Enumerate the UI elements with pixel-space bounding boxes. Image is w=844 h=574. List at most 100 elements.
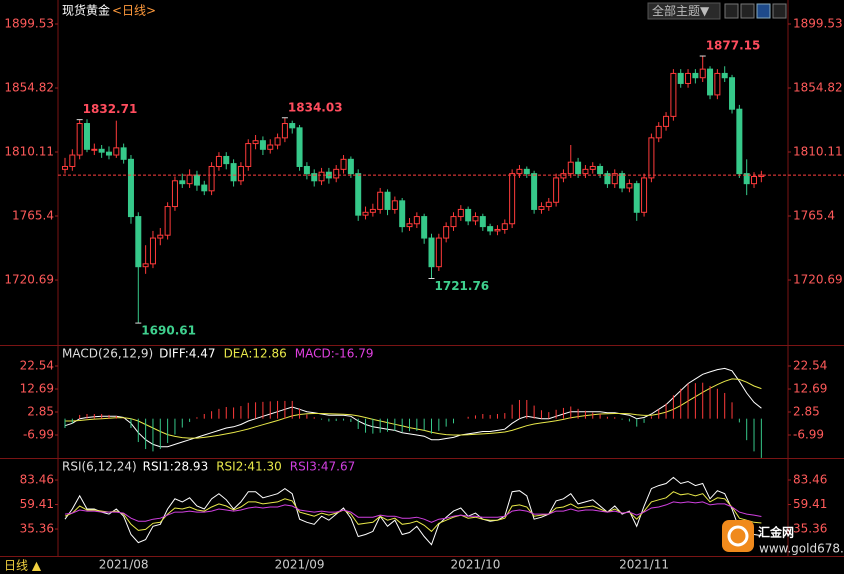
- y-tick-label-right: 1899.53: [793, 16, 843, 30]
- candle-body: [333, 168, 340, 179]
- candle-body: [296, 127, 303, 167]
- y-tick-label: 1720.69: [4, 273, 54, 287]
- y-tick-label-right: 1765.4: [793, 209, 835, 223]
- candle-body: [91, 148, 98, 151]
- y-tick-label: 1854.82: [4, 80, 54, 94]
- low-label: 1721.76: [435, 279, 490, 293]
- candle-body: [142, 263, 149, 268]
- indicator-title: RSI(6,12,24): [62, 460, 137, 474]
- candle-body: [289, 123, 296, 129]
- candle-body: [751, 176, 758, 185]
- y-tick-label-right: -6.99: [793, 428, 824, 442]
- candle-body: [729, 77, 736, 110]
- candle-body: [245, 143, 252, 167]
- candle-body: [758, 174, 765, 177]
- y-tick-label: -6.99: [23, 428, 54, 442]
- candle-body: [626, 183, 633, 189]
- candle-body: [259, 140, 266, 150]
- period-tab[interactable]: 日线 ▲: [4, 559, 42, 573]
- candle-body: [714, 72, 721, 96]
- candle-body: [450, 216, 457, 228]
- candle-body: [149, 237, 156, 265]
- y-tick-label-right: 83.46: [793, 473, 827, 487]
- candle-body: [186, 174, 193, 185]
- candle-body: [553, 177, 560, 203]
- legend-entry: MACD:-16.79: [295, 347, 374, 361]
- candle-body: [340, 158, 347, 170]
- candle-body: [685, 72, 692, 84]
- candle-body: [318, 171, 325, 182]
- candle-body: [494, 228, 501, 232]
- x-tick-label: 2021/11: [619, 558, 669, 572]
- chart-title: 现货黄金: [62, 3, 110, 18]
- candle-body: [677, 72, 684, 84]
- candle-body: [76, 123, 83, 156]
- y-tick-label-right: 1810.11: [793, 145, 843, 159]
- candle-body: [435, 237, 442, 268]
- candle-body: [201, 184, 208, 192]
- candle-body: [531, 173, 538, 210]
- candle-body: [274, 137, 281, 146]
- brand: 汇金网: [758, 525, 794, 540]
- candle-body: [545, 201, 552, 208]
- high-label: 1834.03: [288, 100, 343, 114]
- logo: [722, 520, 754, 552]
- candle-body: [743, 173, 750, 185]
- candle-body: [230, 163, 237, 182]
- candle-body: [465, 208, 472, 222]
- y-tick-label-right: 59.41: [793, 497, 827, 511]
- indicator-line: [64, 491, 762, 533]
- candle-body: [135, 216, 142, 268]
- indicator-line: [65, 378, 762, 439]
- tool-icon[interactable]: [756, 3, 771, 19]
- candle-body: [127, 158, 134, 218]
- y-tick-label-right: 1720.69: [793, 273, 843, 287]
- candle-body: [457, 208, 464, 218]
- candle-body: [663, 115, 670, 127]
- theme-button-label[interactable]: 全部主题▼: [652, 3, 710, 18]
- candle-body: [384, 191, 391, 210]
- candle-body: [501, 223, 508, 230]
- candle-body: [648, 137, 655, 179]
- candle-body: [692, 72, 699, 79]
- candle-body: [560, 173, 567, 179]
- legend-entry: RSI3:47.67: [290, 460, 356, 474]
- candle-body: [83, 123, 90, 150]
- candle-body: [252, 140, 259, 145]
- candle-body: [597, 165, 604, 175]
- candle-body: [633, 183, 640, 213]
- candle-body: [567, 161, 574, 175]
- y-tick-label: 1765.4: [12, 209, 54, 223]
- candle-body: [223, 155, 230, 165]
- low-label: 1690.61: [141, 324, 196, 338]
- candle-body: [670, 72, 677, 117]
- y-tick-label-right: 2.85: [793, 405, 820, 419]
- theme-button[interactable]: [647, 2, 721, 20]
- indicator-line: [64, 476, 762, 546]
- legend-entry: RSI1:28.93: [143, 460, 209, 474]
- candle-body: [362, 211, 369, 216]
- candle-body: [611, 173, 618, 185]
- candle-body: [281, 123, 288, 139]
- candle-body: [303, 165, 310, 175]
- y-tick-label: 22.54: [20, 358, 54, 372]
- candle-body: [391, 200, 398, 210]
- candle-body: [707, 68, 714, 96]
- candle-body: [267, 144, 274, 150]
- tool-icon[interactable]: [724, 3, 739, 19]
- tool-icon[interactable]: [772, 3, 787, 19]
- y-tick-label: 83.46: [20, 473, 54, 487]
- candle-body: [523, 168, 530, 175]
- candle-body: [193, 174, 200, 186]
- y-tick-label: 35.36: [20, 522, 54, 536]
- candle-body: [406, 223, 413, 228]
- candle-body: [721, 72, 728, 79]
- y-tick-label-right: 12.69: [793, 382, 827, 396]
- tool-icon[interactable]: [740, 3, 755, 19]
- candle-body: [62, 165, 68, 170]
- candle-body: [69, 154, 76, 167]
- legend-entry: DIFF:4.47: [159, 347, 215, 361]
- candle-body: [428, 237, 435, 268]
- candle-body: [347, 158, 354, 175]
- candle-body: [699, 68, 706, 79]
